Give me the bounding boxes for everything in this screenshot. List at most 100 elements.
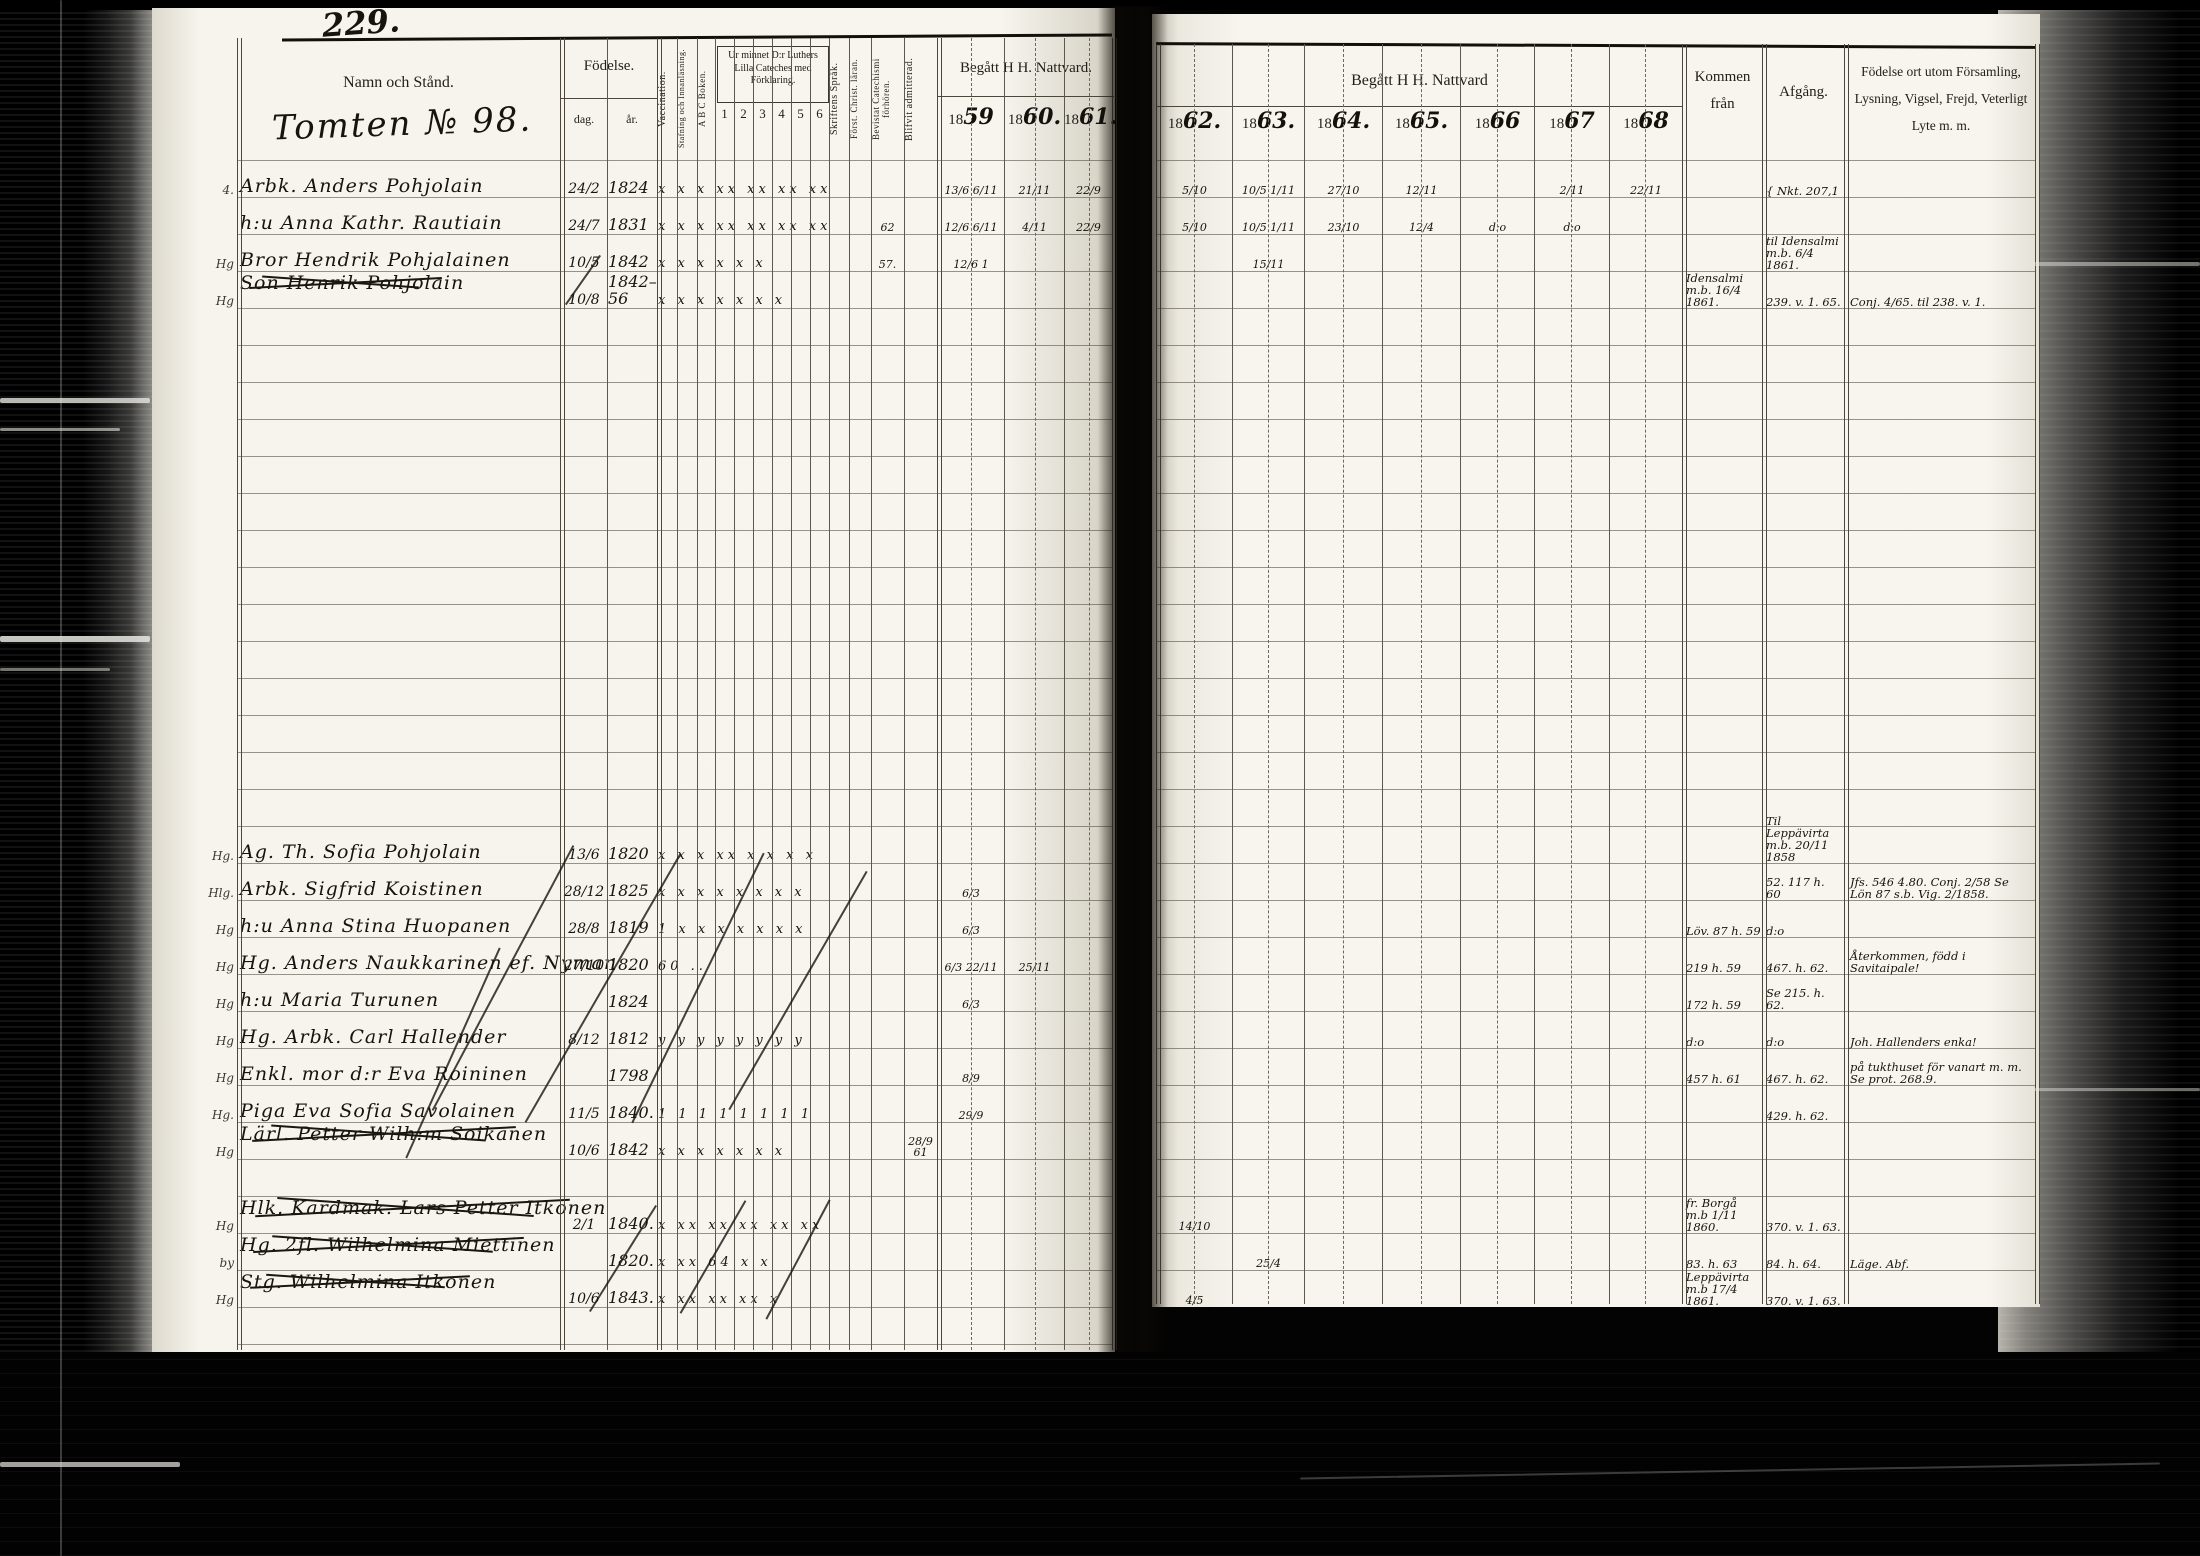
record-row: 25/4 83. h. 63 84. h. 64. Läge. Abf. [1152, 1237, 2040, 1271]
divider [938, 96, 1114, 97]
y1859-cell: 6/3 [962, 924, 980, 938]
column-header-scripture: Skriftens Språk. [829, 62, 840, 136]
year-script: 65. [1409, 108, 1449, 134]
record-row: 4/5 Leppävirta m.b 17/4 1861. 370. v. 1. 6… [1152, 1271, 2040, 1308]
y1860-cell: 4/11 [1022, 221, 1047, 235]
margin-cell: Hg [215, 1034, 234, 1049]
y1861-cell: 22/9 [1076, 221, 1101, 235]
record-row: 14/10 fr. Borgå m.b 1/11 1860. 370. v. 1. … [1152, 1195, 2040, 1234]
year-header-1864: 1864. [1305, 108, 1382, 134]
catechism-col-2: 2 [740, 106, 747, 121]
afgang-cell: d:o [1766, 1034, 1785, 1049]
notes-cell: på tukthuset för vanart m. m. Se prot. 2… [1850, 1059, 2022, 1086]
margin-cell: Hg [215, 960, 234, 975]
year-printed: 18 [1241, 116, 1257, 132]
ar-cell: 1824 [608, 178, 649, 198]
notes-cell: Conj. 4/65. til 238. v. 1. [1850, 294, 1986, 309]
catechism-col-3: 3 [759, 106, 766, 121]
record-row: Hg. Piga Eva Sofia Savolainen 11/5 1840. 1 1… [152, 1089, 1115, 1123]
afgang-cell: 429. h. 62. [1766, 1108, 1829, 1123]
y1859-cell: 8/9 [962, 1072, 980, 1086]
marks-cell: 1 1 1 1 1 1 1 1 [658, 1108, 814, 1122]
margin-cell: Hg [215, 257, 234, 272]
record-row: 429. h. 62. [1152, 1089, 2040, 1123]
ar-cell: 1798 [608, 1066, 649, 1086]
dag-cell: 13/6 [568, 847, 600, 864]
dag-cell: 27/10 [563, 958, 605, 975]
column-header-communion-left: Begått H H. Nattvard. [959, 60, 1093, 76]
year-script: 59 [963, 104, 994, 130]
record-row: Hg. Ag. Th. Sofia Pohjolain 13/6 1820 x x x … [152, 830, 1115, 864]
record-row: Hg Hlk. Kardmak. Lars Petter Itkonen 2/1 18… [152, 1198, 1115, 1234]
column-line [1004, 38, 1005, 1350]
dag-cell: 10/6 [568, 1143, 600, 1160]
marks-cell: x x x x x x x x [658, 886, 806, 900]
year-header-1863: 1863. [1233, 108, 1304, 134]
record-row: 52. 117 h. 60 Jfs. 546 4.80. Conj. 2/58 S… [1152, 867, 2040, 901]
notes-cell: Läge. Abf. [1850, 1256, 1910, 1271]
year-printed: 18 [1623, 116, 1639, 132]
name-cell: Stg. Wilhelmina Itkonen [240, 1271, 497, 1293]
divider [1156, 106, 1682, 107]
column-line [1609, 44, 1610, 1304]
record-row: Hg Stg. Wilhelmina Itkonen 10/6 1843. x xx x… [152, 1271, 1115, 1308]
margin-cell: by [219, 1256, 234, 1271]
year-header-1866: 1866 [1461, 108, 1534, 134]
column-line [715, 38, 716, 1350]
column-header-name: Namn och Stånd. [343, 74, 454, 91]
dag-cell: 28/12 [563, 884, 605, 901]
ar-cell: 1825 [608, 881, 649, 901]
afgang-cell: 467. h. 62. [1766, 1071, 1829, 1086]
marks-cell: 60 .. [658, 960, 707, 974]
margin-cell: Hg [215, 1219, 234, 1234]
kommen-cell: 219 h. 59 [1686, 960, 1741, 975]
column-line [829, 38, 830, 1350]
name-cell: h:u Maria Turunen [240, 989, 440, 1012]
film-scratch [2030, 1088, 2200, 1091]
year-printed: 18 [1394, 116, 1410, 132]
y1867-cell: d:o [1563, 221, 1581, 235]
column-subline [1421, 44, 1423, 1304]
column-header-notes: Födelse ort utom Församling, Lysning, Vi… [1854, 64, 2028, 133]
right-page: Begått H H. Nattvard 1862. 1863. 1864. 1… [1152, 14, 2040, 1307]
film-scratch [0, 428, 120, 431]
column-line [657, 38, 662, 1350]
year-script: 60. [1022, 104, 1062, 130]
column-line [1844, 44, 1849, 1304]
record-row: Hg Son Henrik Pohjolain 10/8 1842–56 x x x x… [152, 273, 1115, 309]
record-row: 5/10 10/5 1/11 23/10 12/4 d:o d:o [1152, 201, 2040, 235]
film-left-edge [0, 0, 152, 1556]
column-line [871, 38, 872, 1350]
column-subline [1343, 44, 1345, 1304]
y1859-cell: 6/3 [962, 887, 980, 901]
marks-cell: x xx 64 x x [658, 1256, 772, 1270]
column-line [1534, 44, 1535, 1304]
record-row: d:o d:o Joh. Hallenders enka! [1152, 1015, 2040, 1049]
marks-cell: x x x x x x [658, 257, 767, 271]
column-line [2035, 44, 2040, 1304]
y1859-cell: 12/6 1 [953, 258, 989, 272]
film-top-strip [0, 0, 2200, 10]
year-printed: 18 [1007, 112, 1023, 128]
ar-cell: 1840. [608, 1103, 654, 1123]
year-printed: 18 [1316, 116, 1332, 132]
column-line [937, 38, 942, 1350]
column-subline [1035, 38, 1037, 1350]
film-scratch [0, 668, 110, 671]
record-row: Hg h:u Anna Stina Huopanen 28/8 1819 1 x x x… [152, 904, 1115, 938]
afgang-cell: 52. 117 h. 60 [1766, 874, 1825, 901]
column-line [1304, 44, 1305, 1304]
y1859-cell: 6/3 [962, 998, 980, 1012]
household-title: Tomten № 98. [271, 99, 533, 149]
year-header-1867: 1867 [1535, 108, 1609, 134]
kommen-cell: fr. Borgå m.b 1/11 1860. [1686, 1195, 1738, 1234]
ar-cell: 1812 [608, 1029, 649, 1049]
afgang-cell: Se 215. h. 62. [1766, 985, 1825, 1012]
record-row: Idensalmi m.b. 16/4 1861. 239. v. 1. 65. C… [1152, 272, 2040, 309]
name-cell: Enkl. mor d:r Eva Roininen [240, 1063, 528, 1086]
film-scratch [0, 1462, 180, 1467]
column-subline [1645, 44, 1647, 1304]
column-line [904, 38, 905, 1350]
year-header-1868: 1868 [1610, 108, 1682, 134]
afgang-cell: 370. v. 1. 63. [1766, 1293, 1841, 1308]
